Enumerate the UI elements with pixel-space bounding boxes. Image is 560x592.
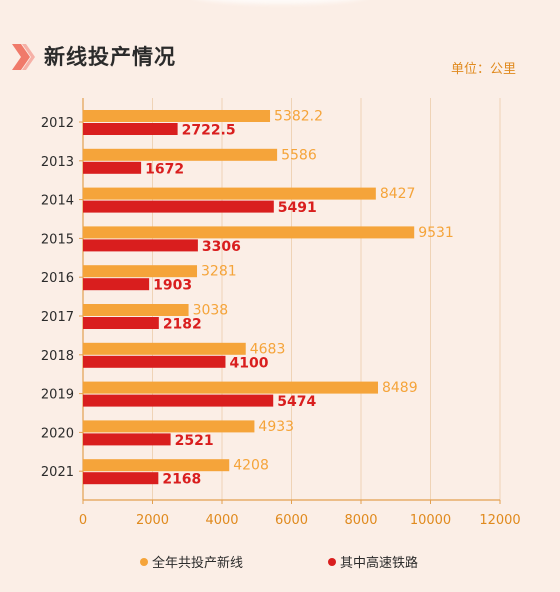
y-tick-label: 2012 xyxy=(41,116,74,131)
data-label-total: 3038 xyxy=(193,303,229,319)
legend-label-total: 全年共投产新线 xyxy=(152,556,244,571)
bar-highspeed xyxy=(83,433,171,446)
data-label-highspeed: 4100 xyxy=(229,355,268,371)
bar-total xyxy=(83,304,189,316)
legend-item-total: 全年共投产新线 xyxy=(140,552,243,571)
y-tick-label: 2014 xyxy=(41,194,74,209)
chart-title: 新线投产情况 xyxy=(44,45,176,69)
data-label-highspeed: 2182 xyxy=(163,317,202,333)
legend-swatch-highspeed xyxy=(328,557,336,566)
x-tick-label: 0 xyxy=(79,513,87,528)
data-label-highspeed: 2168 xyxy=(162,472,201,488)
data-label-highspeed: 5474 xyxy=(277,394,316,410)
data-label-highspeed: 3306 xyxy=(202,239,241,255)
data-label-total: 9531 xyxy=(418,225,454,241)
data-label-highspeed: 2521 xyxy=(175,433,214,449)
data-label-highspeed: 1903 xyxy=(153,278,192,294)
data-label-total: 4208 xyxy=(233,458,269,474)
data-label-total: 5382.2 xyxy=(274,109,323,125)
data-label-highspeed: 1672 xyxy=(145,161,184,177)
bar-highspeed xyxy=(83,472,159,485)
x-tick-label: 8000 xyxy=(344,513,377,528)
data-label-highspeed: 5491 xyxy=(278,200,317,216)
y-tick-label: 2013 xyxy=(41,155,74,170)
bar-highspeed xyxy=(83,355,226,368)
bar-highspeed xyxy=(83,123,178,135)
bar-total xyxy=(83,381,378,394)
data-label-total: 8427 xyxy=(380,186,416,202)
x-tick-label: 10000 xyxy=(410,513,451,528)
legend-label-highspeed: 其中高速铁路 xyxy=(340,556,419,571)
bar-total xyxy=(83,265,198,278)
bar-highspeed xyxy=(83,161,142,174)
bar-total xyxy=(83,226,415,239)
top-glow-decoration xyxy=(190,0,370,4)
x-tick-label: 12000 xyxy=(479,513,520,528)
bar-total xyxy=(83,187,376,200)
bar-total xyxy=(83,420,255,433)
data-label-highspeed: 2722.5 xyxy=(182,123,236,139)
bar-total xyxy=(83,459,230,472)
x-tick-label: 4000 xyxy=(205,513,238,528)
bar-total xyxy=(83,342,246,355)
data-label-total: 8489 xyxy=(382,380,418,396)
y-tick-label: 2020 xyxy=(41,426,74,441)
data-label-total: 3281 xyxy=(201,264,237,280)
data-label-total: 4933 xyxy=(258,419,294,435)
bar-highspeed xyxy=(83,317,159,329)
bar-total xyxy=(83,148,278,161)
bar-highspeed xyxy=(83,200,274,213)
unit-label: 单位：公里 xyxy=(450,62,516,77)
data-label-total: 4683 xyxy=(250,341,286,357)
bar-highspeed xyxy=(83,394,274,407)
y-tick-label: 2015 xyxy=(41,232,74,247)
data-label-total: 5586 xyxy=(281,147,317,163)
y-tick-label: 2018 xyxy=(41,349,74,364)
legend-swatch-total xyxy=(140,557,148,566)
x-tick-label: 6000 xyxy=(275,513,308,528)
y-tick-label: 2016 xyxy=(41,271,74,286)
y-tick-label: 2017 xyxy=(41,310,74,325)
bar-highspeed xyxy=(83,239,198,252)
bar-total xyxy=(83,110,271,122)
legend-item-highspeed: 其中高速铁路 xyxy=(328,552,418,571)
x-tick-label: 2000 xyxy=(136,513,169,528)
y-tick-label: 2021 xyxy=(41,465,74,480)
y-tick-label: 2019 xyxy=(41,388,74,403)
bar-highspeed xyxy=(83,278,150,291)
chevron-icon xyxy=(12,44,35,70)
